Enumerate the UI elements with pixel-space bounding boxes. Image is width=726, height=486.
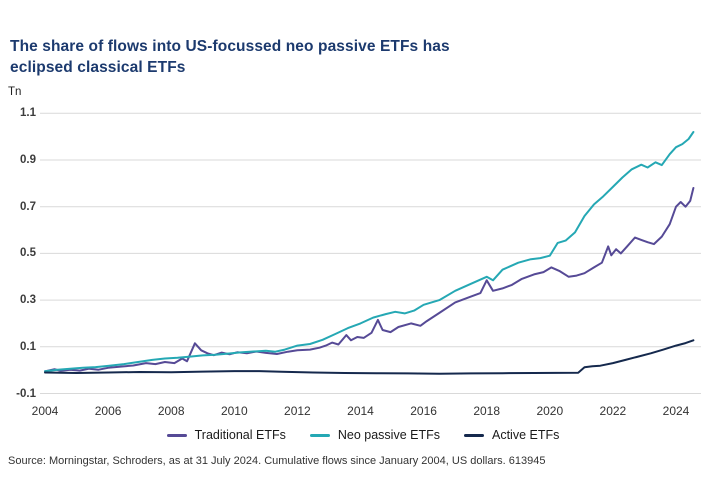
legend-label: Traditional ETFs [194,428,286,442]
x-tick-label: 2024 [662,404,690,418]
chart-title: The share of flows into US-focussed neo … [10,36,530,78]
x-tick-label: 2020 [536,404,564,418]
legend-line-swatch [166,433,187,437]
legend-item-neo-passive-etfs: Neo passive ETFs [309,428,440,442]
x-tick-label: 2016 [410,404,437,418]
legend-label: Active ETFs [491,428,560,442]
y-tick-label: 0.1 [20,340,36,353]
legend-item-traditional-etfs: Traditional ETFs [166,428,286,442]
x-tick-label: 2010 [220,404,248,418]
x-tick-label: 2004 [31,404,59,418]
y-tick-label: 0.3 [20,294,36,307]
chart-title-line1: The share of flows into US-focussed neo … [10,38,450,55]
chart-title-line2: eclipsed classical ETFs [10,59,186,76]
y-axis-unit-label: Tn [8,86,22,98]
legend-line-swatch [463,433,484,437]
y-tick-label: 0.7 [20,200,36,213]
x-tick-label: 2018 [473,404,501,418]
x-tick-label: 2014 [347,404,374,418]
series-line-active-etfs [44,339,695,375]
series-line-traditional-etfs [44,187,695,373]
y-tick-label: 0.9 [20,154,36,166]
legend-line-swatch [309,433,330,437]
source-note: Source: Morningstar, Schroders, as at 31… [8,455,546,467]
x-tick-label: 2022 [599,404,627,418]
y-tick-label: 1.1 [20,107,36,120]
x-tick-label: 2008 [157,404,185,418]
chart-legend: Traditional ETFs Neo passive ETFs Active E… [0,428,726,442]
x-tick-label: 2012 [284,404,311,418]
legend-item-active-etfs: Active ETFs [463,428,560,442]
y-tick-label: -0.1 [16,387,36,400]
y-tick-label: 0.5 [20,247,36,260]
legend-label: Neo passive ETFs [337,428,440,442]
x-tick-label: 2006 [94,404,122,418]
series-line-neo-passive-etfs [44,131,695,373]
